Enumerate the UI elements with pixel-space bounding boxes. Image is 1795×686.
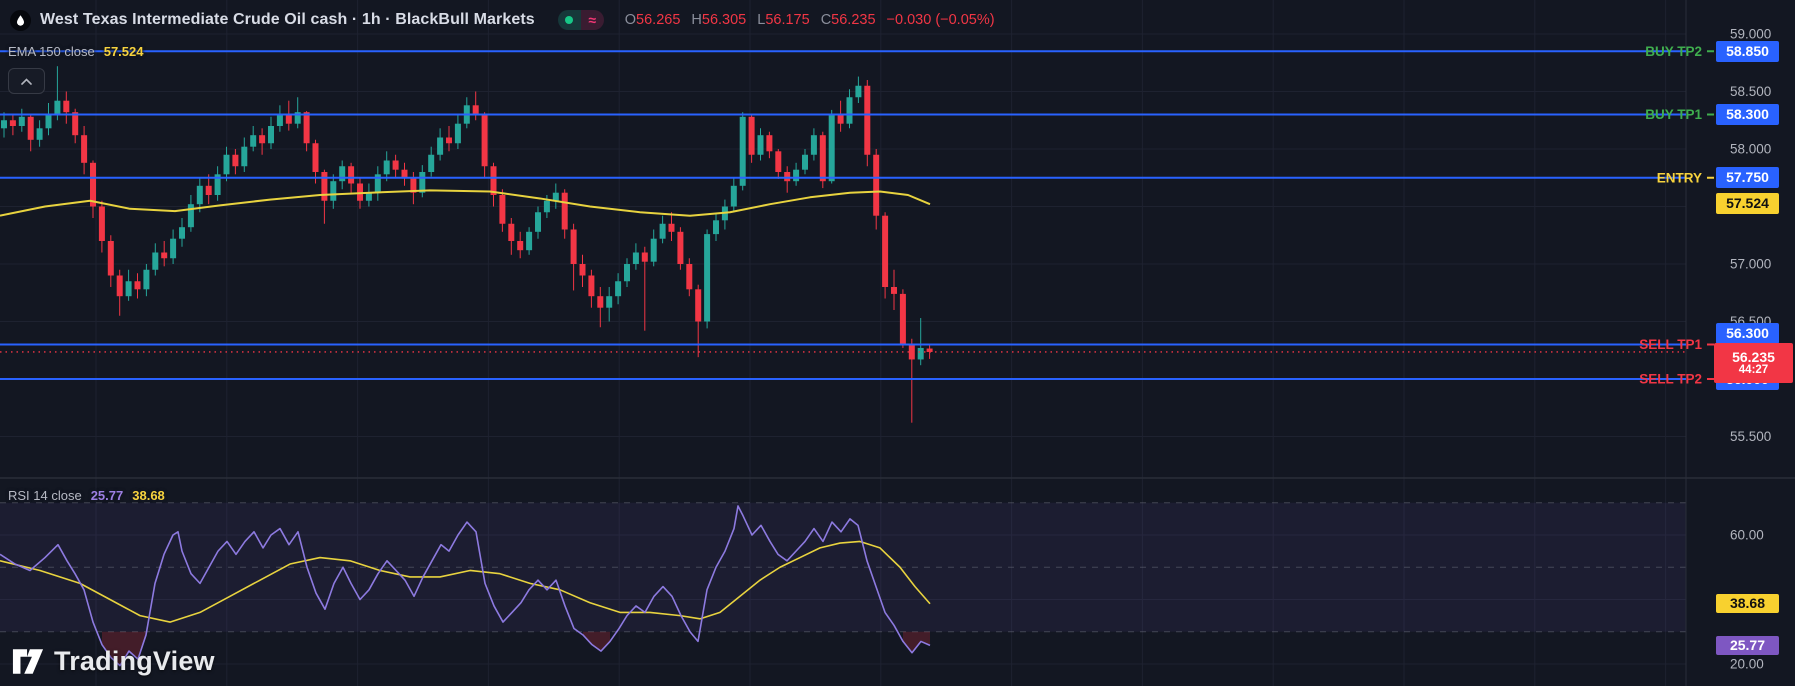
close-label: C <box>820 12 832 28</box>
high-label: H <box>691 12 702 28</box>
price-axis-tick: 55.500 <box>1730 429 1771 444</box>
tradingview-mark-icon <box>12 649 44 674</box>
axis-label-current-price-countdown: 44:27 <box>1738 364 1769 377</box>
ema-legend-value: 57.524 <box>103 44 144 59</box>
price-axis-tick: 59.000 <box>1730 27 1771 42</box>
price-axis-tick: 58.000 <box>1730 142 1771 157</box>
signal-level-lines: BUY TP2 BUY TP1 ENTRY SELL TP1 SELL TP2 <box>0 44 1714 387</box>
axis-label-rsi-value-text: 25.77 <box>1729 637 1766 654</box>
market-status-pill[interactable]: ≈ <box>557 10 604 30</box>
open-value: 56.265 <box>636 12 681 28</box>
level-label-sell-tp1[interactable]: SELL TP1 <box>1639 337 1702 352</box>
low-label: L <box>757 12 766 28</box>
rsi-band <box>0 502 1686 633</box>
level-label-buy-tp1[interactable]: BUY TP1 <box>1645 107 1702 122</box>
rsi-axis-tick: 20.00 <box>1730 657 1764 672</box>
level-label-sell-tp2[interactable]: SELL TP2 <box>1639 372 1702 387</box>
ema-legend[interactable]: EMA 150 close 57.524 <box>8 44 143 59</box>
axis-label-sell-tp1[interactable]: 56.300 <box>1716 322 1779 344</box>
symbol-header: West Texas Intermediate Crude Oil cash ·… <box>10 7 995 33</box>
low-value: 56.175 <box>765 12 810 28</box>
axis-label-buy-tp1[interactable]: 58.300 <box>1716 104 1779 125</box>
crude-oil-drop-icon <box>10 9 31 31</box>
high-value: 56.305 <box>701 12 747 28</box>
rsi-legend[interactable]: RSI 14 close 25.77 38.68 <box>8 488 165 503</box>
chevron-up-icon <box>21 77 32 85</box>
candlestick-series <box>1 66 933 423</box>
rsi-ma-legend-value: 38.68 <box>132 488 165 503</box>
axis-label-ema-value: 57.524 <box>1716 193 1779 215</box>
tradingview-logo[interactable]: TradingView <box>12 646 215 677</box>
close-value: 56.235 <box>831 12 876 28</box>
axis-label-current-price-text: 56.235 <box>1732 348 1775 365</box>
collapse-pane-button[interactable] <box>8 68 45 94</box>
rsi-legend-title: RSI 14 close <box>8 488 82 503</box>
tradingview-wordmark: TradingView <box>54 646 215 676</box>
level-label-entry[interactable]: ENTRY <box>1657 170 1702 185</box>
price-axis-tick: 58.500 <box>1730 84 1771 99</box>
price-axis-tick: 57.000 <box>1730 257 1771 272</box>
axis-label-buy-tp2-text: 58.850 <box>1726 42 1769 59</box>
market-open-dot-icon <box>557 10 581 30</box>
ema-150-line <box>0 189 931 217</box>
level-label-buy-tp2[interactable]: BUY TP2 <box>1645 44 1702 59</box>
change-value: −0.030 (−0.05%) <box>886 12 995 28</box>
rsi-line <box>0 505 931 667</box>
axis-label-buy-tp1-text: 58.300 <box>1726 106 1769 123</box>
rsi-axis-tick: 60.00 <box>1730 528 1764 543</box>
axis-label-rsi-ma-value: 38.68 <box>1716 594 1779 614</box>
axis-label-rsi-ma-value-text: 38.68 <box>1729 595 1766 612</box>
axis-label-entry-text: 57.750 <box>1726 169 1769 186</box>
ohlc-readout: O56.265 H56.305 L56.175 C56.235 −0.030 (… <box>625 12 995 28</box>
rsi-legend-value: 25.77 <box>90 488 124 503</box>
delayed-data-icon: ≈ <box>580 10 604 30</box>
axis-label-sell-tp1-text: 56.300 <box>1726 324 1769 341</box>
rsi-lines <box>0 505 931 667</box>
axis-label-rsi-value: 25.77 <box>1716 635 1779 655</box>
axis-label-ema-value-text: 57.524 <box>1726 195 1769 212</box>
ema-legend-title: EMA 150 close <box>8 44 95 59</box>
symbol-title[interactable]: West Texas Intermediate Crude Oil cash ·… <box>40 11 535 28</box>
axis-label-entry[interactable]: 57.750 <box>1716 167 1779 189</box>
open-label: O <box>624 12 637 28</box>
axis-label-buy-tp2[interactable]: 58.850 <box>1716 40 1779 62</box>
rsi-oversold-fill <box>102 631 930 666</box>
axis-label-current-price: 56.235 44:27 <box>1714 342 1793 383</box>
